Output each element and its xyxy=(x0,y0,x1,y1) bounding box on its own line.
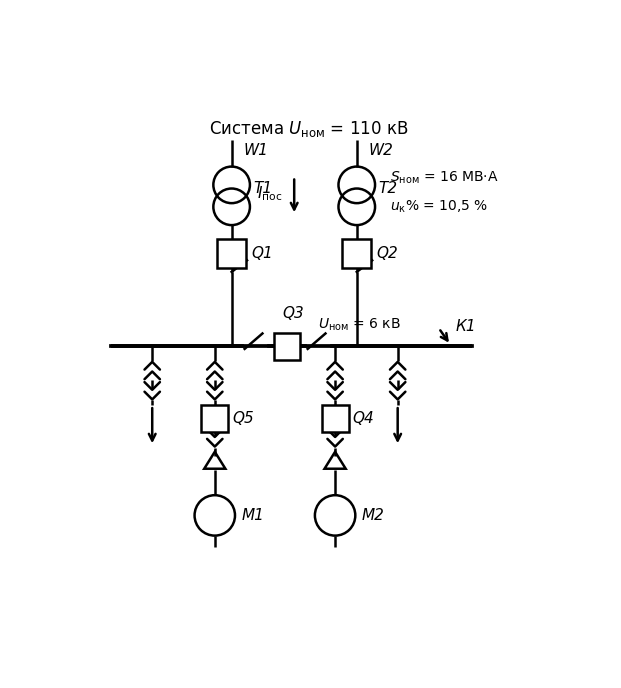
Bar xyxy=(342,239,371,268)
Bar xyxy=(201,405,229,432)
Text: Т1: Т1 xyxy=(253,181,273,196)
Text: Система $U_\mathregular{ном}$ = 110 кВ: Система $U_\mathregular{ном}$ = 110 кВ xyxy=(209,119,409,139)
Text: W2: W2 xyxy=(369,143,394,158)
Text: Q1: Q1 xyxy=(251,246,273,261)
Text: $I_\mathregular{пос}$: $I_\mathregular{пос}$ xyxy=(257,184,282,203)
Text: Q4: Q4 xyxy=(353,411,374,426)
Text: W1: W1 xyxy=(243,143,268,158)
Text: М1: М1 xyxy=(241,508,264,523)
Text: М2: М2 xyxy=(361,508,384,523)
Bar xyxy=(322,405,348,432)
Bar xyxy=(273,333,301,360)
Text: Q5: Q5 xyxy=(232,411,254,426)
Bar xyxy=(217,239,246,268)
Text: Т2: Т2 xyxy=(378,181,397,196)
Text: Q3: Q3 xyxy=(282,306,304,321)
Text: $S_\mathregular{ном}$ = 16 МВ·А: $S_\mathregular{ном}$ = 16 МВ·А xyxy=(391,169,499,186)
Text: К1: К1 xyxy=(455,319,476,334)
Text: $u_\mathregular{к}$% = 10,5 %: $u_\mathregular{к}$% = 10,5 % xyxy=(391,198,489,215)
Text: $U_\mathregular{ном}$ = 6 кВ: $U_\mathregular{ном}$ = 6 кВ xyxy=(318,316,401,333)
Text: Q2: Q2 xyxy=(376,246,398,261)
